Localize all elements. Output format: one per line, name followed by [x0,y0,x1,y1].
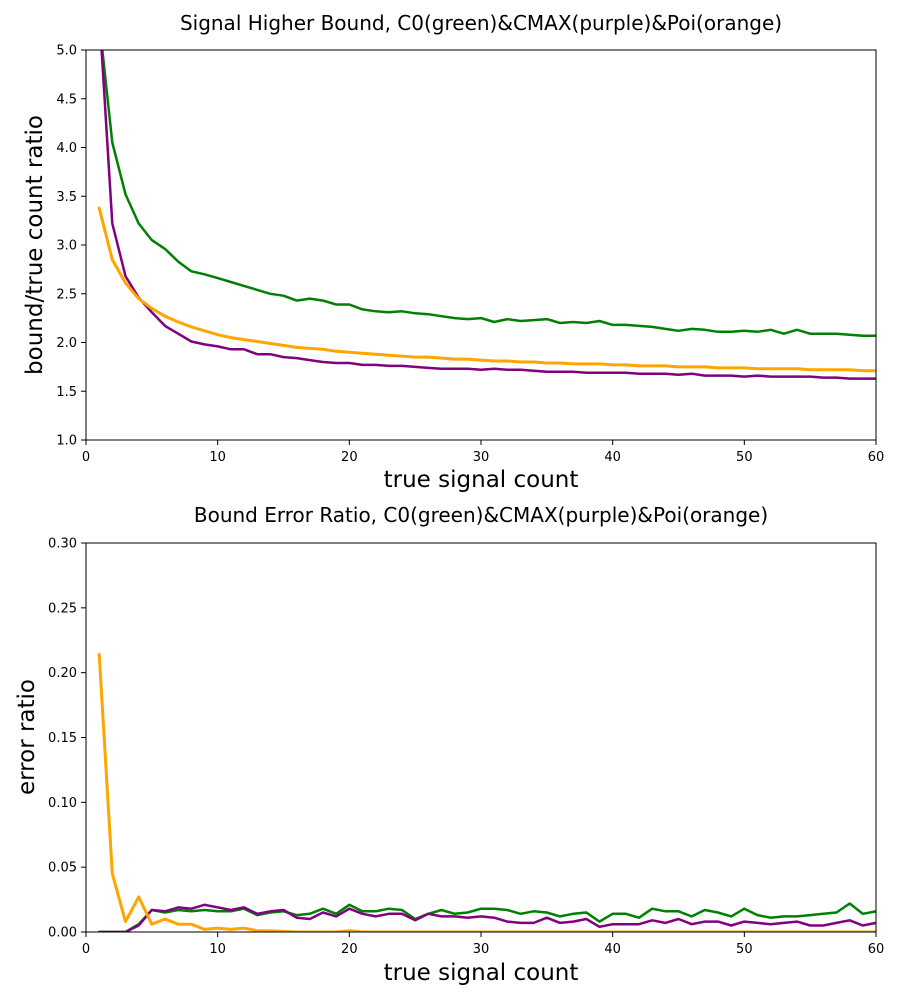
x-tick-label: 60 [868,942,885,957]
chart-bottom: Bound Error Ratio, C0(green)&CMAX(purple… [14,503,884,986]
chart-top-plot-frame [85,49,877,441]
y-tick-label: 0.00 [48,926,77,941]
series-line-cmax [100,50,876,380]
x-tick-label: 10 [209,450,226,465]
y-tick-label: 0.15 [48,731,77,746]
chart-bottom-ylabel: error ratio [14,679,40,795]
chart-bottom-plot-frame [85,542,877,933]
x-tick-label: 40 [604,942,621,957]
series-line-poi [97,653,876,932]
x-tick-label: 50 [736,450,753,465]
y-tick-label: 3.5 [56,190,77,205]
x-tick-label: 50 [736,942,753,957]
y-tick-label: 1.5 [56,385,77,400]
chart-bottom-title: Bound Error Ratio, C0(green)&CMAX(purple… [194,503,768,527]
series-line-poi [97,206,876,373]
chart-bottom-xlabel: true signal count [384,960,579,986]
y-tick-label: 3.0 [56,239,77,254]
chart-bottom-ticks: 0 10 20 30 40 50 60 0.00 0.05 0.10 0.15 0.20 0.25 0.3… [48,537,884,958]
y-tick-label: 0.30 [48,537,77,552]
y-tick-label: 2.0 [56,336,77,351]
y-tick-label: 4.5 [56,92,77,107]
chart-top-title: Signal Higher Bound, C0(green)&CMAX(purp… [180,11,782,35]
y-tick-label: 1.0 [56,434,77,449]
y-tick-label: 0.20 [48,666,77,681]
chart-top-xlabel: true signal count [384,467,579,493]
y-tick-label: 0.05 [48,861,77,876]
chart-top-series [97,50,876,380]
chart-top: Signal Higher Bound, C0(green)&CMAX(purp… [22,11,884,493]
x-tick-label: 0 [82,450,90,465]
x-tick-label: 60 [868,450,885,465]
chart-top-ylabel: bound/true count ratio [22,115,48,375]
x-tick-label: 20 [341,450,358,465]
x-tick-label: 30 [473,450,490,465]
chart-top-ticks: 0 10 20 30 40 50 60 1.0 1.5 2.0 2.5 3.0 3.5 4.0 4.5 5.0 [56,44,884,466]
x-tick-label: 30 [473,942,490,957]
x-tick-label: 20 [341,942,358,957]
series-line-c0 [97,902,876,932]
y-tick-label: 0.10 [48,796,77,811]
y-tick-label: 4.0 [56,141,77,156]
y-tick-label: 2.5 [56,287,77,302]
chart-bottom-series [97,653,876,932]
y-tick-label: 5.0 [56,44,77,59]
series-line-c0 [101,50,876,337]
x-tick-label: 10 [209,942,226,957]
x-tick-label: 40 [604,450,621,465]
series-line-cmax [97,903,876,932]
x-tick-label: 0 [82,942,90,957]
y-tick-label: 0.25 [48,601,77,616]
